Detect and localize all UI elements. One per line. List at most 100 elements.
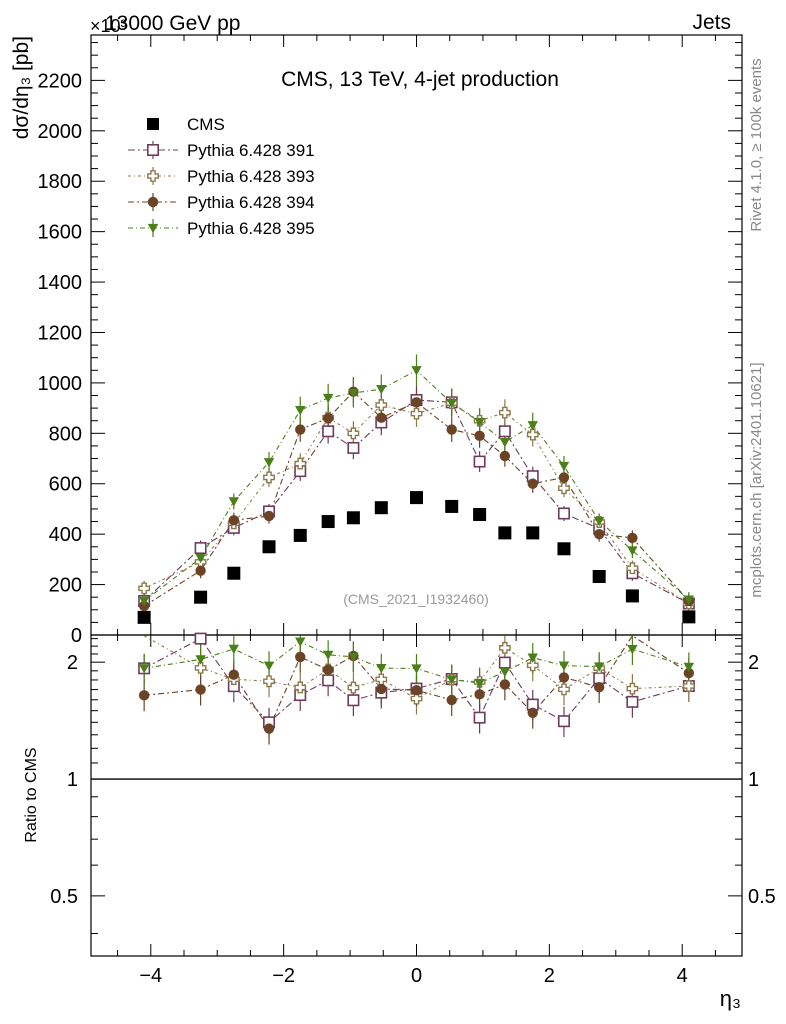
- cms-data-point: [194, 590, 208, 604]
- cms-data-point: [498, 526, 512, 540]
- pythia-6-428-394-ratio-point: [527, 707, 538, 718]
- cms-data-point: [374, 501, 388, 515]
- y-tick-label: 1200: [38, 322, 83, 344]
- pythia-6-428-395-point: [411, 366, 422, 376]
- pythia-6-428-391-ratio-point: [557, 715, 570, 728]
- pythia-6-428-391-ratio-point: [322, 674, 335, 687]
- x-tick-label: 2: [544, 965, 555, 987]
- cms-data-point: [557, 542, 571, 556]
- pythia-6-428-395-point: [683, 595, 695, 605]
- pythia-6-428-394-point: [474, 430, 485, 442]
- pythia-6-428-391-point: [194, 542, 207, 555]
- pythia-6-428-393-ratio-point: [626, 682, 639, 695]
- pythia-6-428-393-ratio-point: [526, 659, 539, 672]
- pythia-6-428-395-ratio-point: [499, 667, 511, 678]
- y-tick-label: 0: [71, 625, 82, 647]
- chart-title: CMS, 13 TeV, 4-jet production: [281, 68, 559, 91]
- legend-label-cms: CMS: [187, 115, 225, 134]
- pythia-6-428-393-ratio-point: [410, 692, 423, 705]
- pythia-6-428-394-ratio-point: [138, 690, 150, 701]
- ratio-tick-label-right: 2: [748, 652, 759, 674]
- pythia-6-428-395-point: [228, 497, 240, 507]
- pythia-6-428-393-point: [294, 457, 307, 470]
- pythia-6-428-391-ratio-point: [347, 694, 360, 707]
- pythia-6-428-395-point: [322, 393, 334, 404]
- cms-data-point: [262, 540, 276, 554]
- pythia-6-428-391-point: [322, 425, 335, 438]
- pythia-6-428-394-ratio-point: [683, 667, 695, 679]
- cms-data-point: [526, 526, 540, 540]
- pythia-6-428-395-ratio-point: [263, 661, 275, 672]
- rivet-label: Rivet 4.1.0, ≥ 100k events: [748, 58, 765, 231]
- cms-data-point: [682, 610, 696, 624]
- pythia-6-428-394-point: [376, 412, 387, 423]
- pythia-6-428-395-ratio-point: [446, 675, 457, 685]
- pythia-6-428-395-ratio-point: [683, 662, 695, 673]
- pythia-6-428-395-ratio-point: [411, 664, 422, 674]
- pythia-6-428-391-ratio-point: [593, 672, 606, 685]
- pythia-6-428-395-ratio-point: [295, 637, 306, 647]
- x-tick-label: 0: [411, 965, 422, 987]
- legend-marker-pythia-6-428-393: [147, 170, 159, 182]
- pythia-6-428-394-ratio-point: [195, 684, 206, 695]
- pythia-6-428-394-ratio-point: [376, 683, 387, 695]
- pythia-6-428-393-ratio-point: [194, 662, 207, 674]
- pythia-6-428-394-point: [499, 450, 511, 462]
- pythia-6-428-393-ratio-point: [347, 681, 360, 694]
- exponent-label: ×10³: [90, 16, 127, 36]
- x-tick-label: 4: [677, 965, 688, 987]
- y-tick-label: 1600: [38, 222, 83, 244]
- cms-data-point: [473, 507, 487, 521]
- legend-marker-cms: [147, 118, 159, 130]
- pythia-6-428-394-point: [322, 412, 334, 424]
- pythia-6-428-391-point: [498, 425, 511, 438]
- pythia-6-428-391-point: [557, 507, 570, 520]
- pythia-6-428-395-ratio-point: [527, 653, 538, 663]
- pythia-6-428-395-ratio-point: [593, 662, 605, 672]
- legend-label-pythia-6-428-393: Pythia 6.428 393: [187, 167, 315, 186]
- pythia-6-428-391-ratio-point: [473, 711, 486, 724]
- beam-label: 13000 GeV pp: [105, 12, 240, 35]
- pythia-6-428-395-ratio-point: [627, 644, 638, 655]
- pythia-6-428-395-ratio-point: [474, 678, 485, 689]
- pythia-6-428-393-ratio-point: [498, 641, 511, 654]
- legend-marker-pythia-6-428-394: [147, 196, 159, 208]
- x-axis-title: η₃: [720, 986, 741, 1011]
- ratio-axis-title: Ratio to CMS: [23, 747, 40, 842]
- pythia-6-428-394-point: [527, 478, 538, 489]
- y-axis-title: dσ/dη₃ [pb]: [10, 36, 33, 139]
- cms-data-point: [321, 515, 335, 529]
- pythia-6-428-391-ratio-point: [498, 656, 511, 669]
- pythia-6-428-395-point: [474, 417, 485, 428]
- pythia-6-428-394-ratio-point: [263, 723, 275, 734]
- pythia-6-428-395-point: [138, 596, 150, 607]
- pythia-6-428-394-point: [195, 565, 206, 576]
- cms-data-point: [592, 570, 606, 584]
- pythia-6-428-395-point: [593, 516, 605, 527]
- pythia-6-428-393-point: [410, 407, 423, 420]
- legend-marker-pythia-6-428-395: [147, 223, 159, 234]
- pythia-6-428-395-point: [627, 546, 638, 556]
- legend-label-pythia-6-428-395: Pythia 6.428 395: [187, 219, 315, 238]
- pythia-6-428-394-point: [295, 424, 306, 435]
- pythia-6-428-394-ratio-point: [499, 679, 511, 690]
- pythia-6-428-395-ratio-point: [322, 650, 334, 661]
- pythia-6-428-393-ratio-point: [263, 675, 275, 688]
- pythia-6-428-395-point: [527, 421, 538, 431]
- y-tick-label: 2000: [38, 121, 83, 143]
- pythia-6-428-394-ratio-point: [558, 672, 570, 683]
- pythia-6-428-393-ratio-point: [558, 683, 570, 696]
- pythia-6-428-394-point: [558, 472, 570, 483]
- pythia-6-428-394-ratio-point: [411, 685, 422, 696]
- pythia-6-428-395-point: [499, 437, 511, 448]
- pythia-6-428-394-ratio-point: [446, 694, 457, 706]
- pythia-6-428-395-point: [376, 385, 387, 395]
- y-tick-label: 400: [49, 524, 82, 546]
- y-tick-label: 600: [49, 474, 82, 496]
- pythia-6-428-395-ratio-point: [558, 661, 570, 671]
- y-tick-label: 1400: [38, 272, 83, 294]
- pythia-6-428-394-point: [228, 515, 240, 526]
- pythia-6-428-394-point: [627, 532, 638, 544]
- pythia-6-428-394-point: [593, 528, 605, 540]
